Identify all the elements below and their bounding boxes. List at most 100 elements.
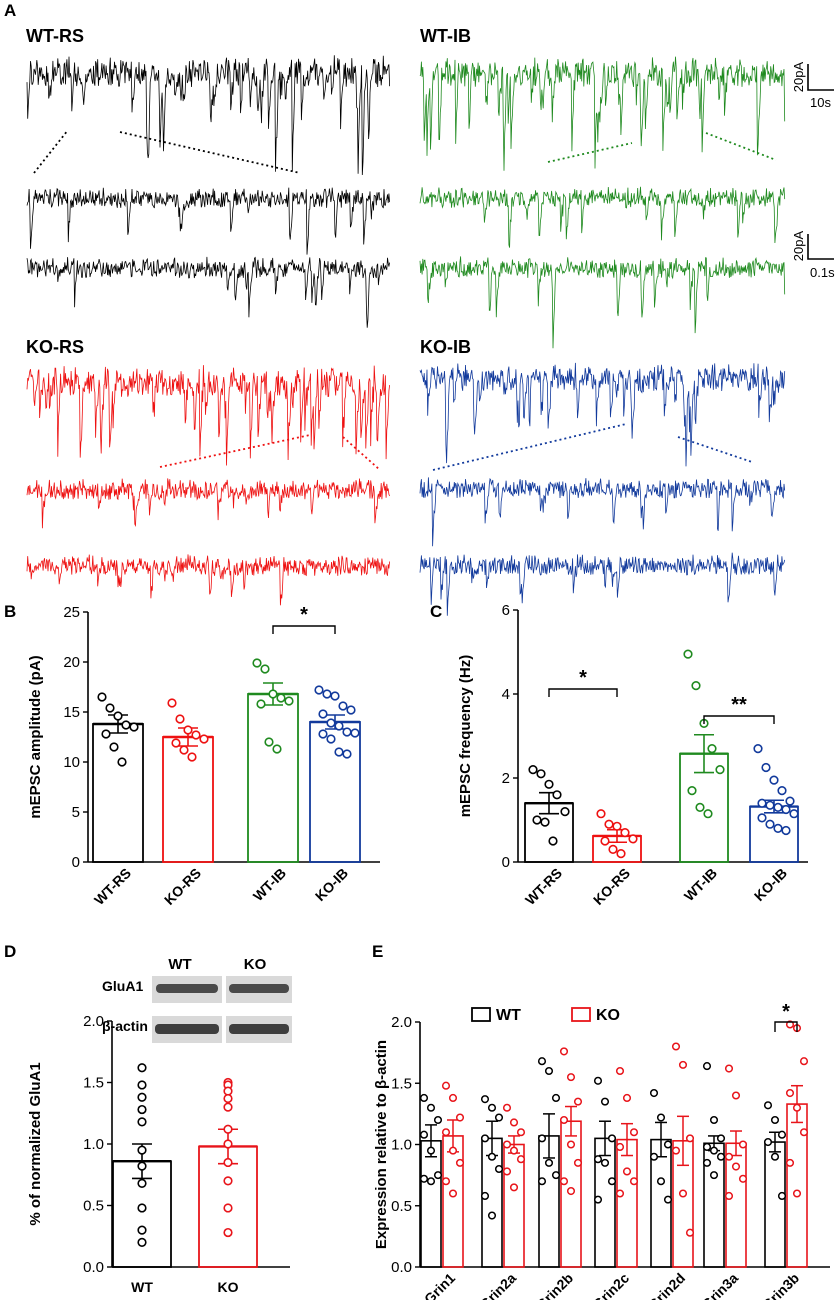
data-point-e-ko-grin2c <box>615 1066 625 1076</box>
data-point-e-wt-grin1 <box>419 1093 429 1102</box>
blot-band-wt-glua1 <box>156 984 218 993</box>
data-point-e-wt-grin2a <box>494 1164 504 1174</box>
data-point-e-ko-grin2a <box>516 1155 526 1164</box>
y-tick-label-e-2: 1.0 <box>391 1137 412 1154</box>
data-point-e-ko-grin1 <box>441 1128 451 1137</box>
data-point-e-ko-grin1 <box>448 1093 458 1102</box>
data-point-b-ko-rs <box>167 698 177 708</box>
x-tick-label-e-grin2d: Grin2d <box>645 1270 688 1300</box>
data-point-e-ko-grin1 <box>455 1158 465 1167</box>
trace-title-wt-ib: WT-IB <box>420 26 471 46</box>
legend-swatch-wt <box>471 1007 491 1022</box>
data-point-b-ko-ib <box>330 691 340 701</box>
data-point-c-wt-rs <box>560 806 570 817</box>
panel-letter-e: E <box>372 942 383 961</box>
data-point-e-wt-grin3b <box>763 1101 773 1110</box>
data-point-e-ko-grin2d <box>671 1042 681 1051</box>
data-point-e-ko-grin2c <box>629 1128 639 1137</box>
data-point-c-wt-rs <box>536 769 546 779</box>
data-point-e-ko-grin3b <box>792 1189 802 1198</box>
data-point-e-wt-grin2d <box>663 1195 673 1204</box>
data-point-e-ko-grin1 <box>441 1081 451 1090</box>
significance-bracket-e <box>774 1021 798 1032</box>
data-point-c-wt-rs <box>552 790 562 800</box>
zoom-connector-ko-rs-left <box>159 434 311 468</box>
data-point-e-wt-grin2a <box>487 1103 497 1112</box>
western-blot: WT KO GluA1 β-actin <box>102 956 292 1043</box>
x-tick-label-b-wt-rs: WT-RS <box>91 865 134 908</box>
data-point-b-ko-rs <box>199 734 209 744</box>
y-axis-label-d: % of normalized GluA1 <box>27 1062 44 1225</box>
data-point-d-wt <box>137 1178 147 1188</box>
data-point-b-wt-rs <box>121 720 131 730</box>
data-point-e-wt-grin3b <box>763 1138 773 1147</box>
y-axis-label-e: Expression relative to β-actin <box>373 1040 390 1249</box>
data-point-c-wt-ib <box>683 649 693 659</box>
data-point-d-ko <box>223 1102 233 1112</box>
x-tick-label-e-grin2c: Grin2c <box>589 1270 632 1300</box>
bar-b-wt-rs <box>92 723 144 863</box>
data-point-e-ko-grin2b <box>559 1047 569 1056</box>
y-tick-label-d-4: 2.0 <box>83 1013 104 1030</box>
data-point-c-ko-ib <box>757 798 767 808</box>
data-point-e-wt-grin2b <box>551 1093 561 1102</box>
x-tick-label-d-ko: KO <box>218 1279 239 1295</box>
y-tick-label-d-0: 0.0 <box>83 1259 104 1276</box>
panel-letter-d: D <box>4 942 16 961</box>
y-tick-label-d-3: 1.5 <box>83 1075 104 1092</box>
data-point-b-wt-ib <box>252 658 262 668</box>
data-point-b-ko-ib <box>342 749 352 759</box>
trace-ko-rs-full <box>26 365 390 466</box>
data-point-e-wt-grin2d <box>656 1113 666 1122</box>
data-point-b-wt-rs <box>97 692 107 702</box>
data-point-c-ko-ib <box>757 813 767 823</box>
data-point-e-ko-grin3a <box>738 1140 748 1149</box>
data-point-d-ko <box>223 1086 233 1096</box>
scale-bar-zoom-amplitude: 20pA <box>791 230 806 261</box>
data-point-e-ko-grin2d <box>678 1189 688 1198</box>
y-axis-label-b: mEPSC amplitude (pA) <box>27 655 44 818</box>
significance-label-c-0: * <box>579 667 587 689</box>
data-point-e-ko-grin2b <box>573 1158 583 1167</box>
data-point-e-wt-grin2d <box>649 1152 659 1161</box>
bar-b-wt-ib <box>247 693 299 863</box>
y-tick-label-c-3: 6 <box>502 602 510 619</box>
data-point-c-ko-ib <box>765 819 775 829</box>
data-point-b-wt-rs <box>129 722 139 732</box>
data-point-e-wt-grin2b <box>537 1134 547 1143</box>
data-point-b-ko-ib <box>318 709 328 719</box>
data-point-e-ko-grin3b <box>785 1020 795 1029</box>
x-tick-label-b-ko-rs: KO-RS <box>161 865 204 908</box>
data-point-e-wt-grin2c <box>593 1195 603 1204</box>
data-point-c-wt-ib <box>687 785 697 796</box>
trace-wt-ib-full <box>419 56 786 171</box>
blot-band-wt-actin <box>155 1024 219 1034</box>
data-point-e-ko-grin2d <box>671 1146 681 1155</box>
blot-header-wt: WT <box>168 956 191 973</box>
y-tick-label-e-0: 0.0 <box>391 1259 412 1276</box>
data-point-e-wt-grin2d <box>649 1089 659 1098</box>
data-point-b-ko-ib <box>326 718 336 728</box>
data-point-e-ko-grin2a <box>502 1140 512 1149</box>
data-point-e-wt-grin2c <box>600 1097 610 1106</box>
data-point-b-wt-ib <box>284 696 294 706</box>
data-point-c-ko-rs <box>628 834 638 844</box>
scale-bar-top-amplitude: 20pA <box>791 61 806 92</box>
data-point-e-wt-grin3a <box>709 1171 719 1180</box>
zoom-connector-wt-ib-left <box>547 142 633 163</box>
x-tick-label-e-grin1: Grin1 <box>421 1270 458 1300</box>
data-point-e-ko-grin2a <box>516 1128 526 1137</box>
data-point-e-wt-grin1 <box>426 1177 436 1186</box>
data-point-e-wt-grin3a <box>716 1134 726 1143</box>
scale-bar-zoom-time: 0.1s <box>810 265 835 280</box>
data-point-b-ko-ib <box>342 727 352 737</box>
panel-letter-b: B <box>4 602 16 621</box>
data-point-d-wt <box>137 1161 147 1171</box>
data-point-e-wt-grin2d <box>656 1177 666 1186</box>
data-point-d-ko <box>223 1124 233 1134</box>
data-point-e-ko-grin2c <box>629 1177 639 1186</box>
data-point-e-wt-grin1 <box>419 1174 429 1183</box>
data-point-c-ko-ib <box>785 796 795 806</box>
y-tick-label-b-3: 15 <box>63 704 80 721</box>
